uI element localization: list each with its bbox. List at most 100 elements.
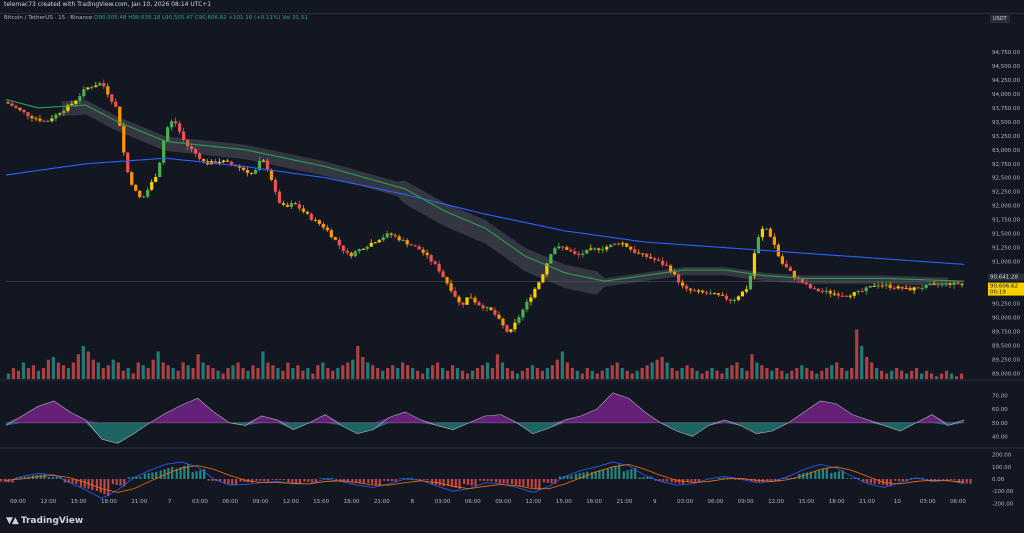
time-tick-label: 18:00 (344, 499, 360, 505)
currency-badge[interactable]: USDT (990, 15, 1010, 23)
volume-bar (416, 370, 420, 379)
candle-body (62, 110, 66, 114)
macd-histogram-bar (199, 470, 202, 479)
volume-bar (630, 373, 634, 379)
macd-histogram-bar (187, 464, 190, 479)
macd-histogram-bar (830, 473, 833, 479)
macd-histogram-bar (131, 477, 134, 479)
macd-histogram-bar (383, 479, 386, 481)
candle-body (66, 104, 70, 111)
macd-histogram-bar (969, 479, 972, 484)
macd-histogram-bar (234, 479, 238, 486)
volume-bar (810, 370, 814, 379)
macd-histogram-bar (638, 477, 641, 479)
volume-bar (685, 365, 689, 379)
candle-body (70, 103, 74, 105)
macd-histogram-bar (905, 479, 908, 482)
volume-bar (785, 373, 789, 379)
volume-bar (919, 373, 924, 379)
current-price-tag (988, 282, 1024, 296)
macd-histogram-bar (151, 472, 154, 479)
macd-histogram-bar (378, 479, 381, 486)
candle-body (928, 284, 932, 286)
candle-body (728, 299, 733, 301)
macd-histogram-bar (846, 478, 849, 479)
macd-histogram-bar (821, 469, 825, 479)
macd-histogram-bar (63, 479, 67, 483)
volume-bar (136, 362, 140, 379)
candle-body (477, 302, 481, 306)
macd-histogram-bar (330, 477, 333, 479)
candle-body (38, 118, 42, 121)
candle-body (321, 223, 325, 228)
candle-body (657, 259, 661, 261)
volume-bar (121, 370, 125, 379)
macd-histogram-bar (602, 469, 605, 479)
time-tick-label: 09:00 (495, 499, 511, 505)
volume-bar (905, 373, 909, 379)
symbol-name[interactable]: Bitcoin / TetherUS · 15 · Binance (4, 15, 93, 21)
volume-bar (251, 365, 255, 379)
macd-histogram-bar (19, 477, 22, 479)
trading-chart[interactable]: 70.00 60.00 50.00 40.00 200.00 100.00 0.00 -10… (0, 14, 1024, 510)
candle-body (138, 190, 142, 197)
volume-bar (850, 368, 854, 379)
candle-body (784, 263, 788, 268)
volume-bar (11, 368, 16, 379)
volume-bar (271, 365, 275, 379)
volume-bar (505, 368, 510, 379)
volume-bar (680, 368, 684, 379)
price-tick-label: 92,000.00 (992, 204, 1020, 210)
macd-histogram-bar (894, 479, 897, 481)
volume-bars (6, 329, 964, 379)
macd-histogram-bar (674, 479, 677, 483)
candle-body (549, 254, 553, 264)
volume-bar (241, 368, 245, 379)
macd-histogram-bar (805, 472, 809, 479)
volume-bar (939, 373, 944, 379)
macd-histogram-bar (942, 479, 945, 480)
candle-body (90, 87, 94, 89)
macd-histogram-bar (418, 479, 422, 480)
macd-histogram-bar (745, 479, 749, 481)
price-tick-label: 94,500.00 (992, 64, 1020, 70)
candle-body (217, 161, 222, 164)
price-tick-label: 90,250.00 (992, 302, 1020, 308)
candle-body (692, 290, 697, 292)
price-candles[interactable] (6, 79, 964, 334)
macd-histogram-bar (323, 478, 326, 479)
candle-body (349, 252, 353, 257)
macd-histogram-bar (298, 479, 301, 484)
macd-histogram-bar (155, 471, 158, 479)
macd-histogram-bar (774, 479, 777, 482)
volume-bar (590, 370, 594, 379)
volume-bar (550, 365, 554, 379)
volume-bar (261, 351, 265, 379)
candle-body (864, 287, 868, 292)
macd-histogram-bar (175, 468, 178, 479)
candle-body (649, 256, 653, 259)
candle-body (952, 282, 956, 285)
macd-histogram-bar (410, 477, 413, 479)
macd-histogram-bar (542, 479, 546, 483)
macd-histogram-bar (514, 479, 517, 485)
candle-body (613, 243, 617, 245)
candle-body (872, 285, 876, 287)
macd-histogram-bar (346, 479, 349, 482)
macd-histogram-bar (869, 479, 872, 484)
macd-histogram-bar (367, 479, 370, 484)
volume-bar (206, 365, 210, 379)
macd-histogram-bar (897, 479, 901, 481)
volume-bar (301, 370, 305, 379)
signal-line (5, 463, 965, 493)
volume-bar (421, 373, 425, 379)
macd-histogram-bar (195, 471, 198, 479)
volume-bar (455, 368, 460, 379)
volume-bar (640, 368, 644, 379)
macd-histogram-bar (961, 479, 964, 483)
macd-histogram-bar (606, 468, 609, 479)
candle-body (661, 260, 665, 265)
macd-histogram-bar (179, 467, 182, 479)
volume-bar (46, 359, 51, 379)
volume-bar (351, 359, 355, 379)
